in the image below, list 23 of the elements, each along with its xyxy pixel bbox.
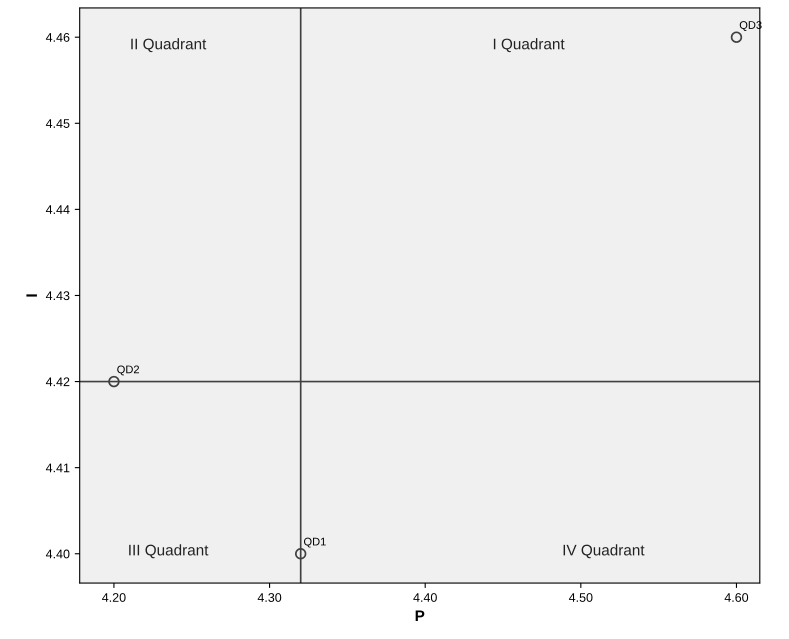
annotation: I Quadrant <box>494 38 565 52</box>
x-tick-label: 4.60 <box>724 593 748 602</box>
y-axis-title: I <box>26 294 37 297</box>
annotation: IV Quadrant <box>564 544 644 558</box>
x-tick-label: 4.30 <box>258 593 282 602</box>
x-tick-label: 4.20 <box>102 593 126 602</box>
y-tick-label: 4.45 <box>46 119 70 128</box>
point <box>730 32 742 43</box>
x-tick-label: 4.50 <box>568 593 593 602</box>
y-tick-label: 4.42 <box>46 377 70 386</box>
point <box>108 376 120 388</box>
y-tick-label: 4.40 <box>46 550 70 558</box>
x-tick-label: 4.40 <box>413 593 437 602</box>
x-axis-title: P <box>416 610 424 622</box>
point <box>294 548 306 560</box>
y-tick-label: 4.44 <box>46 205 70 214</box>
annotation: III Quadrant <box>129 544 208 558</box>
y-tick-label: 4.46 <box>46 32 70 42</box>
annotation: II Quadrant <box>131 38 206 52</box>
data-label: QD2 <box>117 365 139 376</box>
y-tick-label: 4.43 <box>46 291 70 300</box>
data-label: QD1 <box>304 538 326 548</box>
y-tick-label: 4.41 <box>46 464 70 472</box>
